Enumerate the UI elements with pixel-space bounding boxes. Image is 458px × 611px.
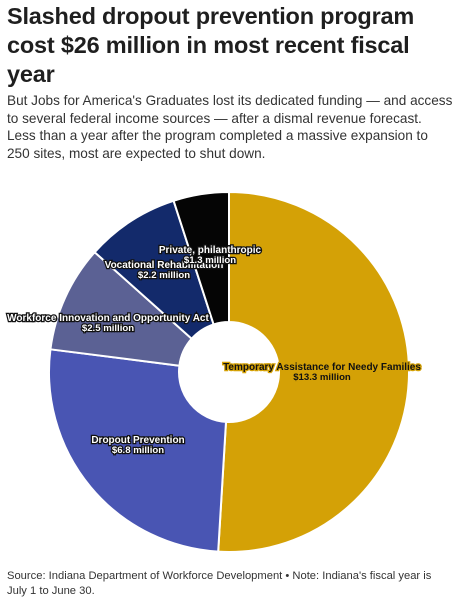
slice-label-workforce-innovation-and-opportunity-act: Workforce Innovation and Opportunity Act <box>7 313 209 324</box>
donut-slices <box>48 190 410 553</box>
slice-value-workforce-innovation-and-opportunity-act: $2.5 million <box>82 323 134 334</box>
donut-labels: Temporary Assistance for Needy Families$… <box>6 244 423 458</box>
slice-label-temporary-assistance-for-needy-families: Temporary Assistance for Needy Families <box>223 362 421 373</box>
slice-value-dropout-prevention: $6.8 million <box>112 445 164 456</box>
slice-private-philanthropic[interactable] <box>172 190 230 326</box>
slice-temporary-assistance-for-needy-families[interactable] <box>217 190 410 553</box>
source-note: Source: Indiana Department of Workforce … <box>7 570 432 597</box>
slice-value-vocational-rehabilitation: $2.2 million <box>138 270 190 281</box>
slice-value-private-philanthropic: $1.3 million <box>184 255 236 266</box>
slice-label-vocational-rehabilitation: Vocational Rehabilitation <box>105 260 224 271</box>
chart-subtitle: But Jobs for America's Graduates lost it… <box>7 93 453 161</box>
slice-dropout-prevention[interactable] <box>48 348 228 553</box>
slice-label-dropout-prevention: Dropout Prevention <box>91 435 184 446</box>
slice-label-private-philanthropic: Private, philanthropic <box>159 245 262 256</box>
donut-chart: Temporary Assistance for Needy Families$… <box>6 190 423 553</box>
chart-title: Slashed dropout prevention program cost … <box>7 3 415 87</box>
slice-value-temporary-assistance-for-needy-families: $13.3 million <box>293 372 351 383</box>
